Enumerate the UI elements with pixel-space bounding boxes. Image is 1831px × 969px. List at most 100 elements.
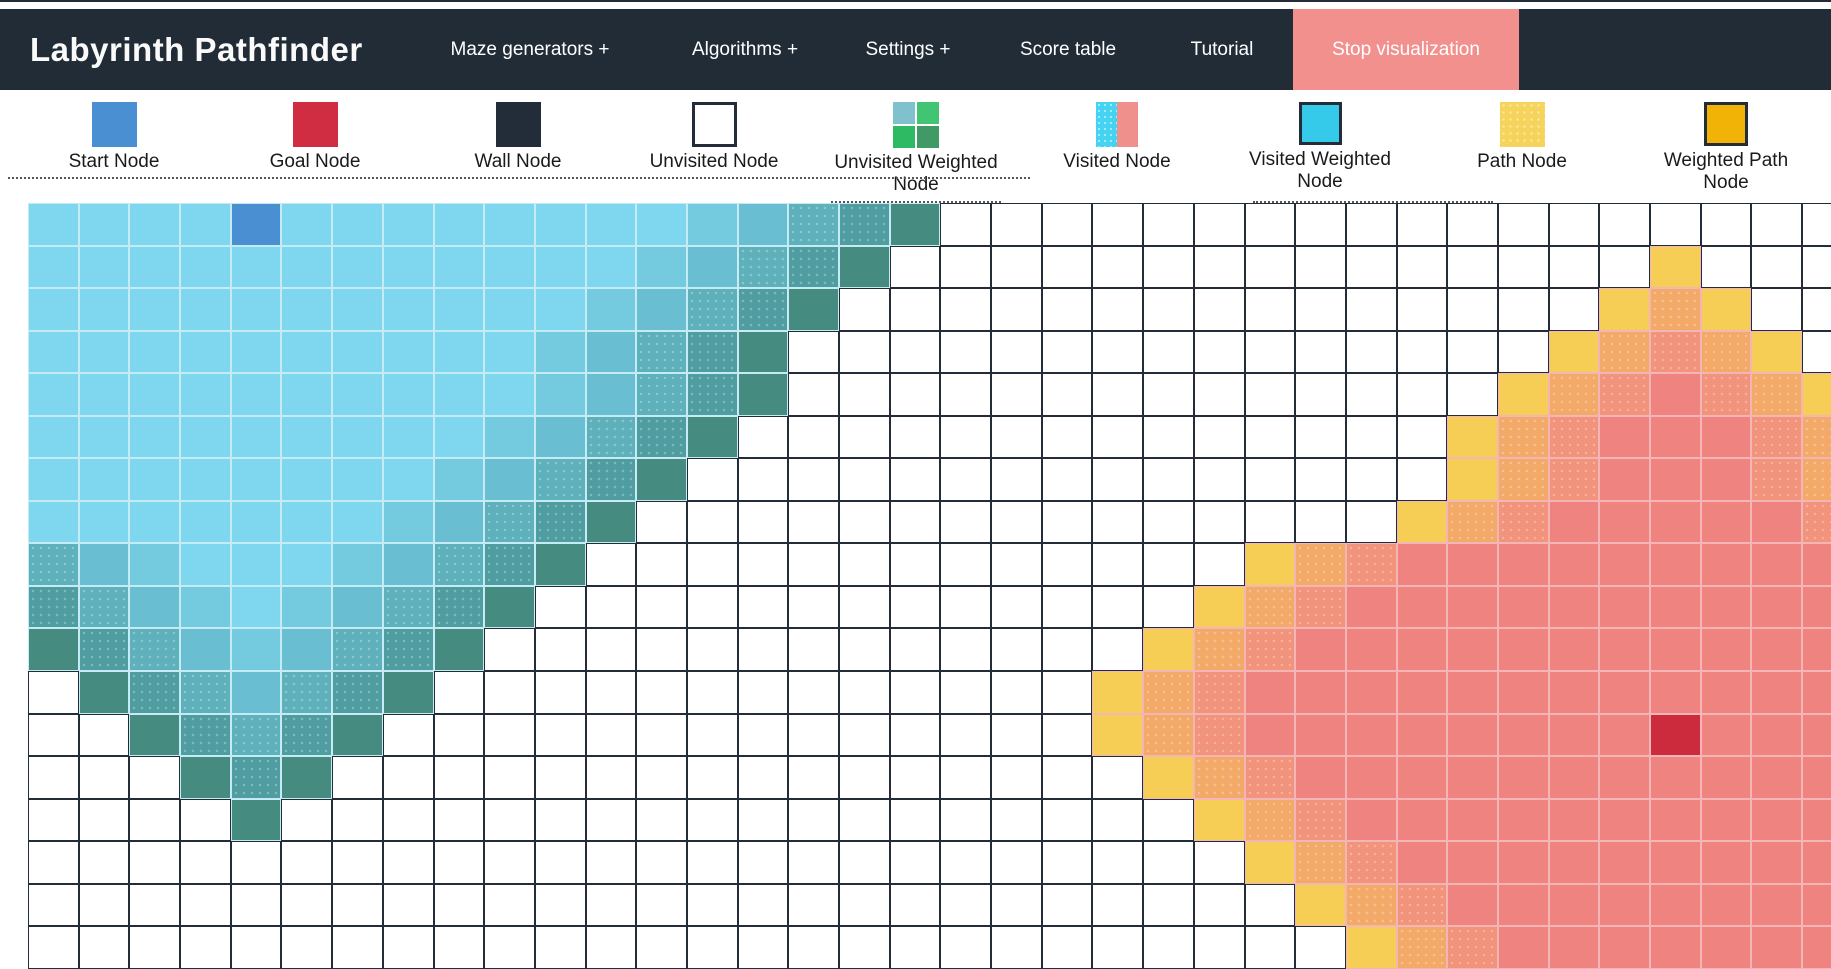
grid-cell[interactable] xyxy=(889,373,941,416)
grid-cell[interactable] xyxy=(78,883,130,927)
grid-cell[interactable] xyxy=(585,543,637,586)
grid-cell[interactable] xyxy=(585,841,637,884)
grid-cell[interactable] xyxy=(180,330,231,374)
grid-cell[interactable] xyxy=(839,926,890,969)
grid-cell[interactable] xyxy=(230,628,282,672)
grid-cell[interactable] xyxy=(1447,543,1498,586)
grid-cell[interactable] xyxy=(1193,671,1245,714)
grid-cell[interactable] xyxy=(1802,458,1831,501)
grid-cell[interactable] xyxy=(1751,288,1803,331)
grid-cell[interactable] xyxy=(1092,458,1144,501)
grid-cell[interactable] xyxy=(1193,713,1245,757)
grid-cell[interactable] xyxy=(78,926,130,969)
grid-cell[interactable] xyxy=(1548,288,1600,331)
grid-cell[interactable] xyxy=(1092,756,1144,799)
grid-cell[interactable] xyxy=(484,841,535,884)
grid-cell[interactable] xyxy=(129,373,181,416)
grid-cell[interactable] xyxy=(1650,330,1701,374)
grid-cell[interactable] xyxy=(484,926,535,969)
grid-cell[interactable] xyxy=(1041,203,1093,246)
grid-cell[interactable] xyxy=(1650,373,1701,416)
grid-cell[interactable] xyxy=(1548,458,1600,501)
grid-cell[interactable] xyxy=(889,671,941,714)
grid-cell[interactable] xyxy=(1447,203,1498,246)
grid-cell[interactable] xyxy=(180,203,231,246)
grid-cell[interactable] xyxy=(433,798,485,842)
grid-cell[interactable] xyxy=(1092,926,1144,969)
grid-cell[interactable] xyxy=(1143,458,1194,501)
grid-cell[interactable] xyxy=(332,841,383,884)
grid-cell[interactable] xyxy=(332,926,383,969)
grid-cell[interactable] xyxy=(1092,288,1144,331)
grid-cell[interactable] xyxy=(889,245,941,289)
grid-cell[interactable] xyxy=(737,288,789,331)
grid-cell[interactable] xyxy=(78,543,130,586)
grid-cell[interactable] xyxy=(28,288,79,331)
grid-cell[interactable] xyxy=(1802,543,1831,586)
grid-cell[interactable] xyxy=(1497,330,1549,374)
grid-cell[interactable] xyxy=(1092,500,1144,544)
grid-cell[interactable] xyxy=(28,500,79,544)
grid-cell[interactable] xyxy=(686,883,738,927)
grid-cell[interactable] xyxy=(889,883,941,927)
grid-cell[interactable] xyxy=(230,756,282,799)
grid-cell[interactable] xyxy=(1447,288,1498,331)
grid-cell[interactable] xyxy=(433,288,485,331)
grid-cell[interactable] xyxy=(382,288,434,331)
grid-cell[interactable] xyxy=(1802,585,1831,629)
grid-cell[interactable] xyxy=(1345,330,1397,374)
grid-cell[interactable] xyxy=(281,671,333,714)
grid-cell[interactable] xyxy=(585,458,637,501)
grid-cell[interactable] xyxy=(180,543,231,586)
grid-cell[interactable] xyxy=(28,671,79,714)
grid-cell[interactable] xyxy=(940,756,992,799)
grid-cell[interactable] xyxy=(839,671,890,714)
grid-cell[interactable] xyxy=(433,756,485,799)
grid-cell[interactable] xyxy=(788,628,839,672)
grid-cell[interactable] xyxy=(585,203,637,246)
grid-cell[interactable] xyxy=(1143,756,1194,799)
grid-cell[interactable] xyxy=(1143,671,1194,714)
grid-cell[interactable] xyxy=(1345,841,1397,884)
grid-cell[interactable] xyxy=(230,798,282,842)
grid-cell[interactable] xyxy=(1700,500,1752,544)
grid-cell[interactable] xyxy=(839,415,890,459)
grid-cell[interactable] xyxy=(788,798,839,842)
grid-cell[interactable] xyxy=(1497,841,1549,884)
grid-cell[interactable] xyxy=(28,926,79,969)
grid-cell[interactable] xyxy=(78,671,130,714)
grid-cell[interactable] xyxy=(1345,756,1397,799)
grid-cell[interactable] xyxy=(180,415,231,459)
grid-cell[interactable] xyxy=(940,671,992,714)
grid-cell[interactable] xyxy=(78,713,130,757)
grid-cell[interactable] xyxy=(1345,671,1397,714)
grid-cell[interactable] xyxy=(1143,713,1194,757)
grid-cell[interactable] xyxy=(1599,458,1650,501)
grid-cell[interactable] xyxy=(1751,671,1803,714)
grid-cell[interactable] xyxy=(433,543,485,586)
grid-cell[interactable] xyxy=(1295,585,1346,629)
grid-cell[interactable] xyxy=(382,373,434,416)
grid-cell[interactable] xyxy=(1599,288,1650,331)
grid-cell[interactable] xyxy=(585,288,637,331)
grid-cell[interactable] xyxy=(585,373,637,416)
grid-cell[interactable] xyxy=(889,841,941,884)
grid-cell[interactable] xyxy=(737,245,789,289)
grid-cell[interactable] xyxy=(78,798,130,842)
grid-cell[interactable] xyxy=(991,713,1042,757)
grid-cell[interactable] xyxy=(78,203,130,246)
grid-cell[interactable] xyxy=(889,585,941,629)
grid-cell[interactable] xyxy=(281,543,333,586)
grid-cell[interactable] xyxy=(1396,500,1448,544)
grid-cell[interactable] xyxy=(1497,373,1549,416)
grid-cell[interactable] xyxy=(737,458,789,501)
grid-cell[interactable] xyxy=(1092,415,1144,459)
grid-cell[interactable] xyxy=(534,203,586,246)
grid-cell[interactable] xyxy=(1751,756,1803,799)
grid-cell[interactable] xyxy=(1143,373,1194,416)
grid-cell[interactable] xyxy=(1802,756,1831,799)
grid-cell[interactable] xyxy=(585,926,637,969)
grid-cell[interactable] xyxy=(281,756,333,799)
grid-cell[interactable] xyxy=(332,585,383,629)
grid-cell[interactable] xyxy=(332,883,383,927)
